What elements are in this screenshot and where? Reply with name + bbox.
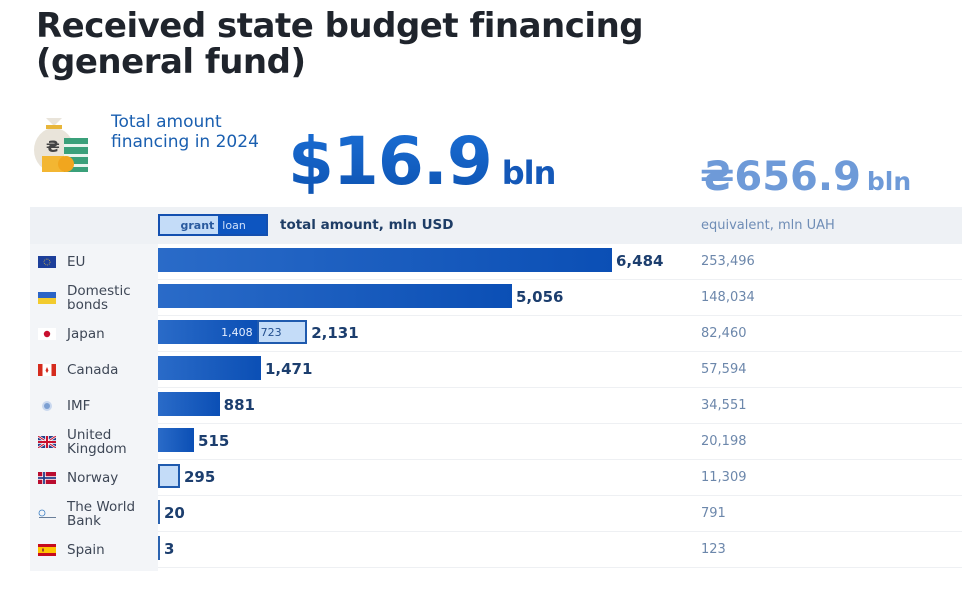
japan-flag-icon: [38, 328, 56, 340]
row-label-line: Domestic: [67, 283, 131, 299]
total-usd-value: $16.9: [288, 123, 493, 200]
table-row: Spain 3 123: [30, 532, 962, 568]
page-title: Received state budget financing (general…: [36, 6, 644, 82]
uah-value: 57,594: [701, 362, 747, 377]
uah-value: 11,309: [701, 470, 747, 485]
row-divider: [158, 495, 962, 496]
ukraine-flag-icon: [38, 292, 56, 304]
total-usd: $16.9 bln: [288, 123, 557, 200]
row-divider: [158, 459, 962, 460]
uah-value: 20,198: [701, 434, 747, 449]
total-uah: ₴656.9 bln: [700, 152, 911, 202]
row-label: Canada: [67, 363, 157, 377]
total-financing-label: Total amount financing in 2024: [111, 112, 259, 152]
row-label-line: Canada: [67, 362, 119, 378]
table-row: EU 6,484 253,496: [30, 244, 962, 280]
total-usd-unit: bln: [501, 154, 557, 192]
norway-flag-icon: [38, 472, 56, 484]
bar-value-label: 881: [223, 396, 255, 414]
bar-loan-label: 1,408: [221, 326, 253, 339]
row-label-line: United: [67, 427, 112, 443]
usd-column-header: total amount, mln USD: [280, 217, 454, 233]
bar-value-label: 515: [198, 432, 230, 450]
bar-loan: [158, 392, 220, 416]
table-row: United Kingdom 515 20,198: [30, 424, 962, 460]
row-label-line: The World: [67, 499, 136, 515]
bar-loan: [158, 428, 195, 452]
financing-table: grant loan total amount, mln USD equival…: [30, 207, 962, 571]
uah-value: 253,496: [701, 254, 755, 269]
table-row: The World Bank 20 791: [30, 496, 962, 532]
row-label: Norway: [67, 471, 157, 485]
uk-flag-icon: [38, 436, 56, 448]
row-divider: [158, 315, 962, 316]
row-label-line: EU: [67, 254, 86, 270]
svg-text:₴: ₴: [46, 137, 60, 156]
row-label-line: Kingdom: [67, 441, 127, 457]
row-label: Spain: [67, 543, 157, 557]
bar-value-label: 6,484: [616, 252, 664, 270]
row-divider: [158, 423, 962, 424]
row-label: The World Bank: [67, 500, 157, 528]
row-label: EU: [67, 255, 157, 269]
row-label-line: Japan: [67, 326, 105, 342]
row-label-line: Spain: [67, 542, 105, 558]
bar-value-label: 3: [164, 540, 175, 558]
bar-value-label: 20: [164, 504, 185, 522]
uah-value: 148,034: [701, 290, 755, 305]
row-divider: [158, 351, 962, 352]
row-divider: [158, 567, 962, 568]
bar-loan: [158, 536, 160, 560]
row-label-line: IMF: [67, 398, 91, 414]
world-bank-logo-icon: [38, 509, 56, 518]
row-label-line: Norway: [67, 470, 119, 486]
row-divider: [158, 531, 962, 532]
row-label-line: bonds: [67, 297, 108, 313]
table-row: Canada 1,471 57,594: [30, 352, 962, 388]
table-row: Norway 295 11,309: [30, 460, 962, 496]
bar-loan: [158, 356, 261, 380]
table-row: Japan 1,408 723 2,131 82,460: [30, 316, 962, 352]
bar-value-label: 295: [184, 468, 216, 486]
table-header: grant loan total amount, mln USD equival…: [30, 207, 962, 244]
bar-loan: [158, 284, 512, 308]
uah-value: 34,551: [701, 398, 747, 413]
uah-value: 123: [701, 542, 726, 557]
row-label: Japan: [67, 327, 157, 341]
eu-flag-icon: [38, 256, 56, 268]
row-divider: [158, 279, 962, 280]
row-label-line: Bank: [67, 513, 101, 529]
total-uah-unit: bln: [866, 167, 912, 196]
uah-column-header: equivalent, mln UAH: [701, 218, 835, 233]
bar-grant: [158, 464, 180, 488]
canada-flag-icon: [38, 364, 56, 376]
bar-loan: 1,408: [158, 320, 257, 344]
bar-value-label: 1,471: [264, 360, 313, 378]
total-uah-value: ₴656.9: [700, 154, 861, 200]
uah-value: 791: [701, 506, 726, 521]
spain-flag-icon: [38, 544, 56, 556]
row-label: Domestic bonds: [67, 284, 157, 312]
legend: grant loan: [158, 214, 268, 236]
row-label: IMF: [67, 399, 157, 413]
legend-grant: grant: [160, 216, 219, 234]
table-row: Domestic bonds 5,056 148,034: [30, 280, 962, 316]
bar-grant-label: 723: [260, 326, 282, 339]
bar-value-label: 2,131: [311, 324, 359, 342]
uah-value: 82,460: [701, 326, 747, 341]
bar-loan: [158, 500, 160, 524]
table-row: IMF 881 34,551: [30, 388, 962, 424]
row-label: United Kingdom: [67, 428, 157, 456]
bar-loan: [158, 248, 612, 272]
bar-grant: 723: [256, 320, 308, 344]
money-bag-icon: ₴: [34, 118, 88, 172]
row-divider: [158, 387, 962, 388]
legend-loan: loan: [218, 216, 266, 234]
imf-logo-icon: [42, 401, 52, 411]
bar-value-label: 5,056: [516, 288, 564, 306]
